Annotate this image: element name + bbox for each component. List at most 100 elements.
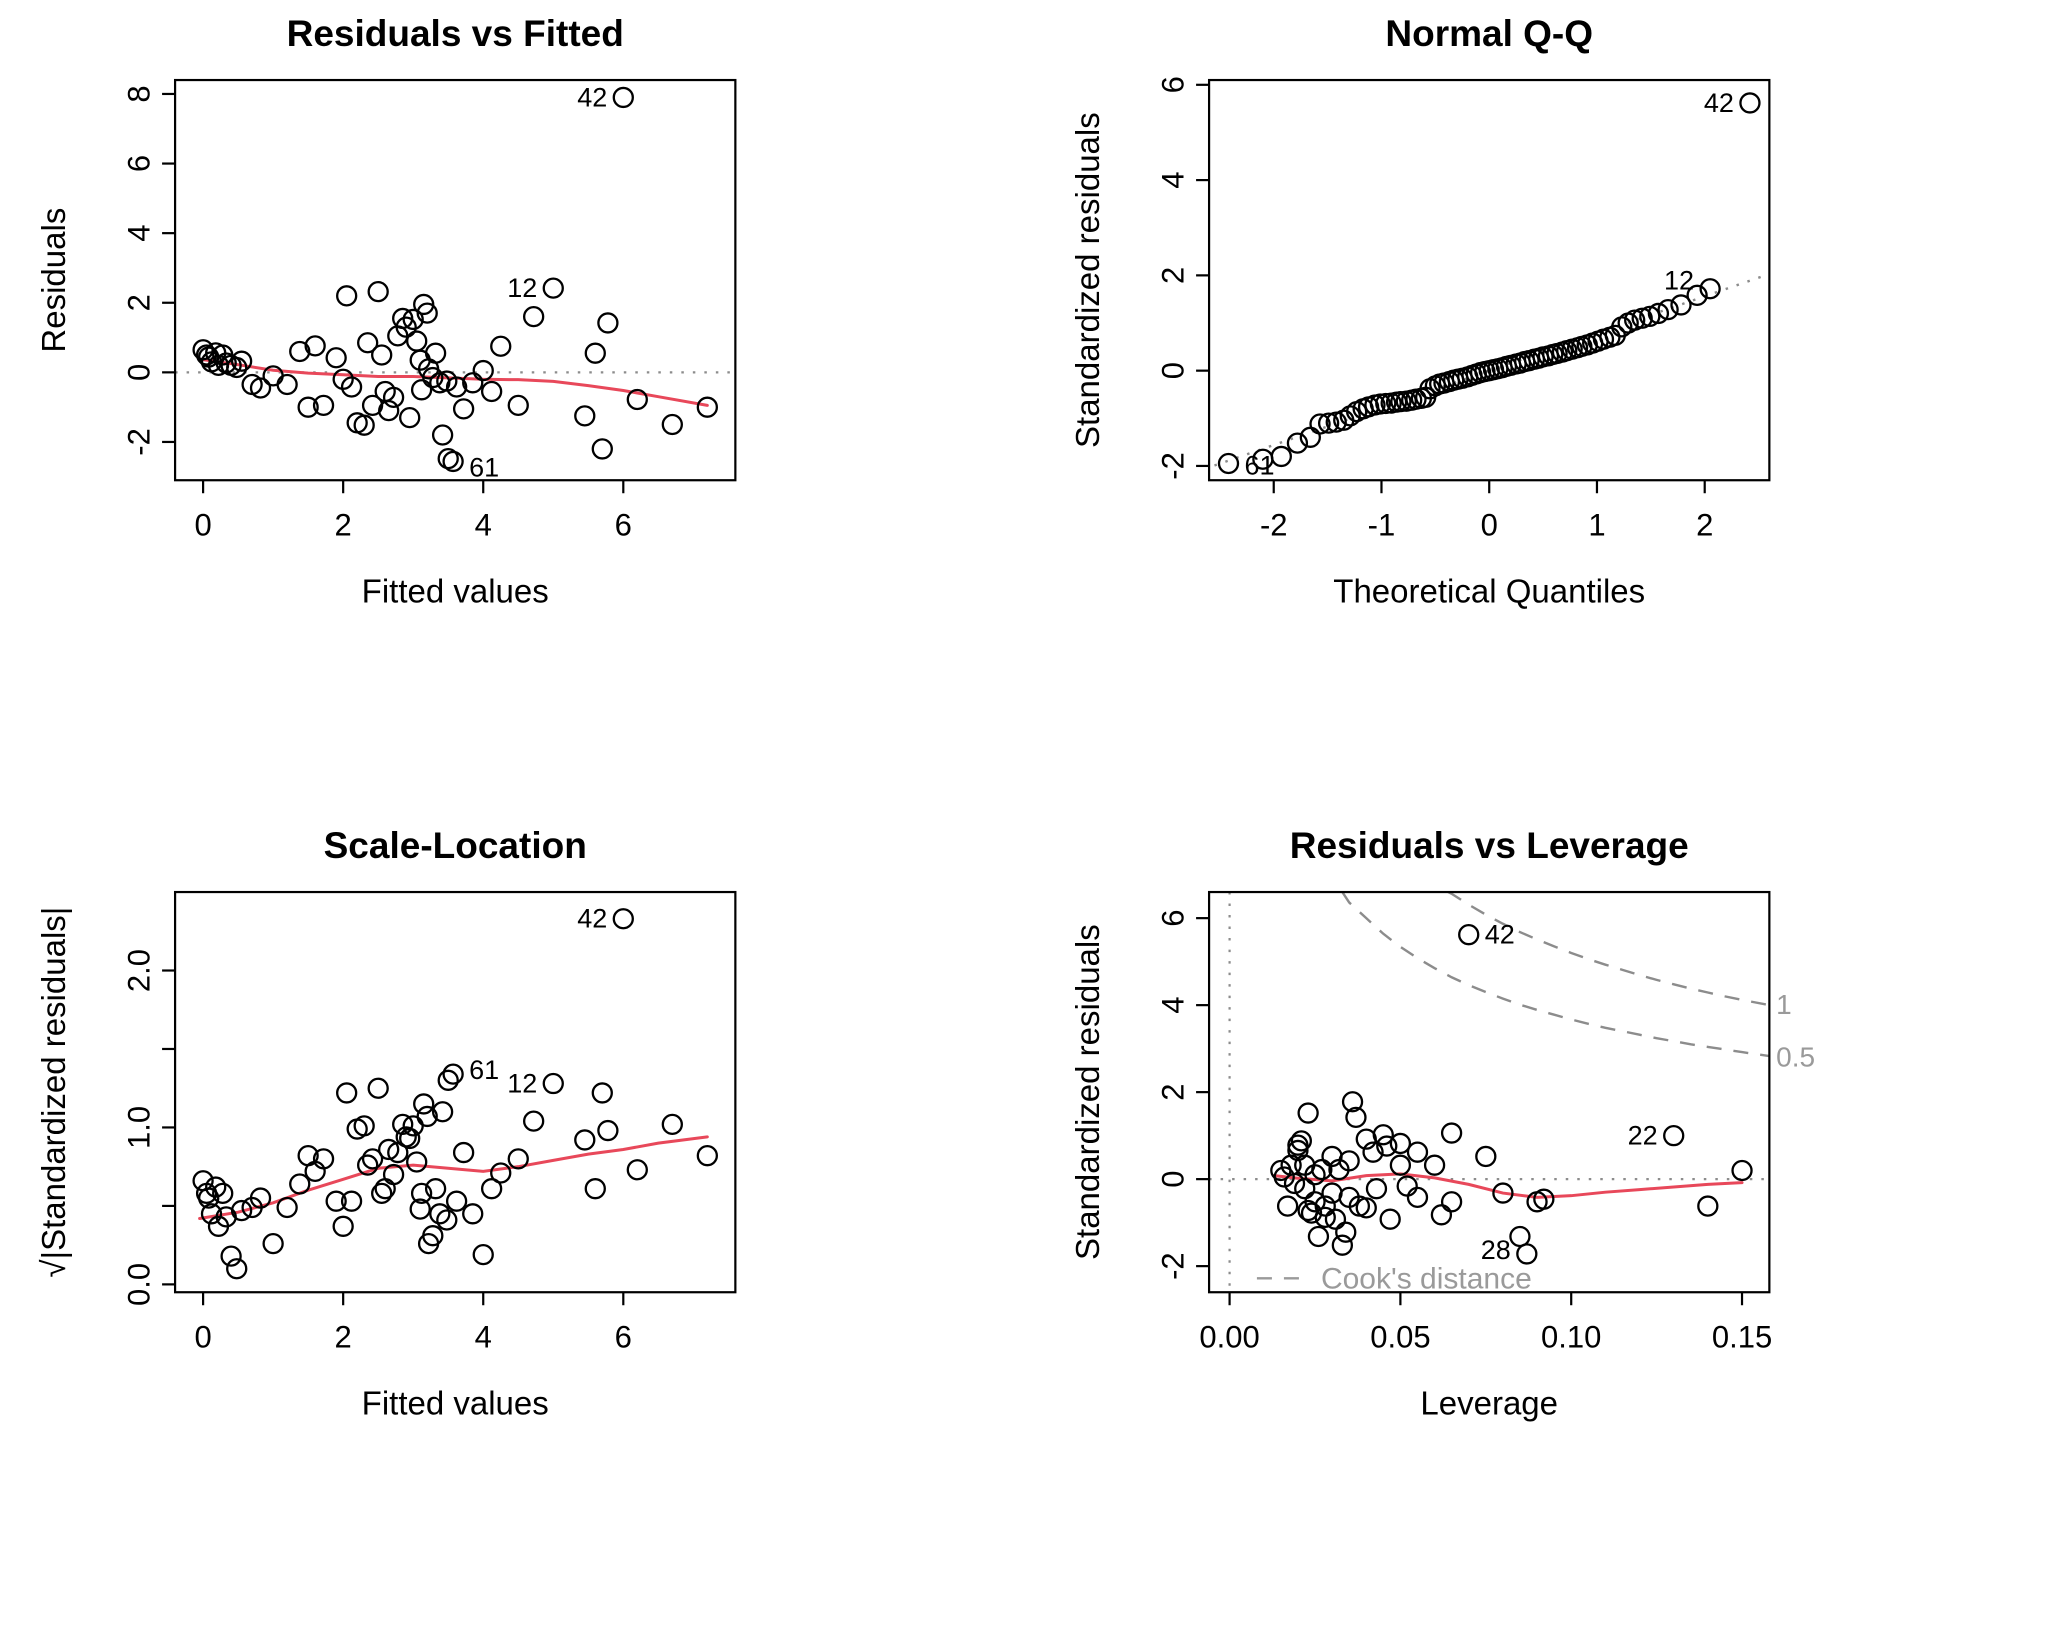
data-point [1407, 1143, 1426, 1162]
data-point [598, 1121, 617, 1140]
point-label: 42 [577, 904, 607, 934]
point-label: 22 [1627, 1121, 1657, 1151]
y-tick-label: 6 [1155, 910, 1190, 927]
data-point [1740, 93, 1759, 112]
y-tick-label: -2 [1155, 452, 1190, 480]
data-point [1732, 1161, 1751, 1180]
y-tick-label: 1.0 [122, 1106, 157, 1149]
data-point [663, 415, 682, 434]
x-axis-label: Fitted values [362, 1385, 549, 1422]
y-tick-label: 0 [1155, 362, 1190, 379]
y-tick-label: 2 [1155, 267, 1190, 284]
y-axis-label: √|Standardized residuals| [35, 907, 72, 1278]
data-point [544, 279, 563, 298]
data-point [227, 1260, 246, 1279]
data-point [444, 1065, 463, 1084]
chart-title: Normal Q-Q [1385, 12, 1593, 54]
y-tick-label: 4 [122, 225, 157, 242]
x-tick-label: 0.00 [1199, 1320, 1259, 1355]
point-label: 42 [1484, 920, 1514, 950]
y-tick-label: 2 [1155, 1084, 1190, 1101]
data-point [1390, 1156, 1409, 1175]
cooks-distance-contour [1342, 892, 1769, 1056]
plot-box [175, 892, 735, 1292]
data-point [1298, 1104, 1317, 1123]
data-point [575, 1131, 594, 1150]
x-axis-label: Leverage [1420, 1385, 1558, 1422]
point-label: 12 [507, 273, 537, 303]
data-point [407, 332, 426, 351]
plot-box [1209, 892, 1769, 1292]
data-point [1534, 1190, 1553, 1209]
x-tick-label: 0 [194, 507, 211, 542]
data-point [454, 1143, 473, 1162]
y-tick-label: 6 [1155, 76, 1190, 93]
contour-label: 1 [1776, 990, 1792, 1021]
x-tick-label: -1 [1367, 507, 1395, 542]
data-point [447, 1192, 466, 1211]
y-tick-label: 0 [122, 364, 157, 381]
y-axis-label: Standardized residuals [1069, 112, 1106, 448]
y-tick-label: -2 [1155, 1253, 1190, 1281]
point-label: 42 [577, 82, 607, 112]
data-point [439, 1071, 458, 1090]
data-point [407, 1153, 426, 1172]
x-tick-label: 6 [615, 507, 632, 542]
point-label: 61 [469, 1055, 499, 1085]
x-tick-label: 1 [1588, 507, 1605, 542]
data-point [474, 1245, 493, 1264]
x-axis-label: Theoretical Quantiles [1333, 572, 1645, 609]
cooks-distance-legend: Cook's distance [1320, 1263, 1531, 1296]
y-tick-label: 6 [122, 155, 157, 172]
data-point [614, 88, 633, 107]
point-label: 28 [1480, 1235, 1510, 1265]
data-point [433, 426, 452, 445]
point-label: 12 [507, 1069, 537, 1099]
data-point [222, 1247, 241, 1266]
data-point [1278, 1197, 1297, 1216]
data-point [1407, 1188, 1426, 1207]
data-point [524, 307, 543, 326]
x-axis-label: Fitted values [362, 572, 549, 609]
data-point [598, 313, 617, 332]
data-point [1517, 1245, 1536, 1264]
data-point [412, 380, 431, 399]
data-point [1380, 1210, 1399, 1229]
data-point [337, 1084, 356, 1103]
contour-label: 0.5 [1776, 1042, 1815, 1073]
data-point [614, 910, 633, 929]
data-point [593, 1084, 612, 1103]
data-point [628, 1161, 647, 1180]
data-point [474, 361, 493, 380]
y-tick-label: 0.0 [122, 1263, 157, 1306]
x-tick-label: 4 [475, 507, 492, 542]
data-point [355, 1117, 374, 1136]
y-tick-label: 4 [1155, 997, 1190, 1014]
data-point [355, 416, 374, 435]
data-point [1332, 1236, 1351, 1255]
data-point [372, 345, 391, 364]
data-point [327, 348, 346, 367]
data-point [1431, 1206, 1450, 1225]
data-point [1366, 1180, 1385, 1199]
data-point [586, 1180, 605, 1199]
point-label: 61 [469, 452, 499, 482]
data-point [454, 399, 473, 418]
data-point [1308, 1227, 1327, 1246]
y-tick-label: 0 [1155, 1171, 1190, 1188]
data-point [369, 282, 388, 301]
data-point [1218, 454, 1237, 473]
y-tick-label: 4 [1155, 171, 1190, 188]
data-point [376, 1180, 395, 1199]
x-tick-label: 0 [1480, 507, 1497, 542]
data-point [278, 375, 297, 394]
data-point [1459, 926, 1478, 945]
x-tick-label: 0 [194, 1320, 211, 1355]
